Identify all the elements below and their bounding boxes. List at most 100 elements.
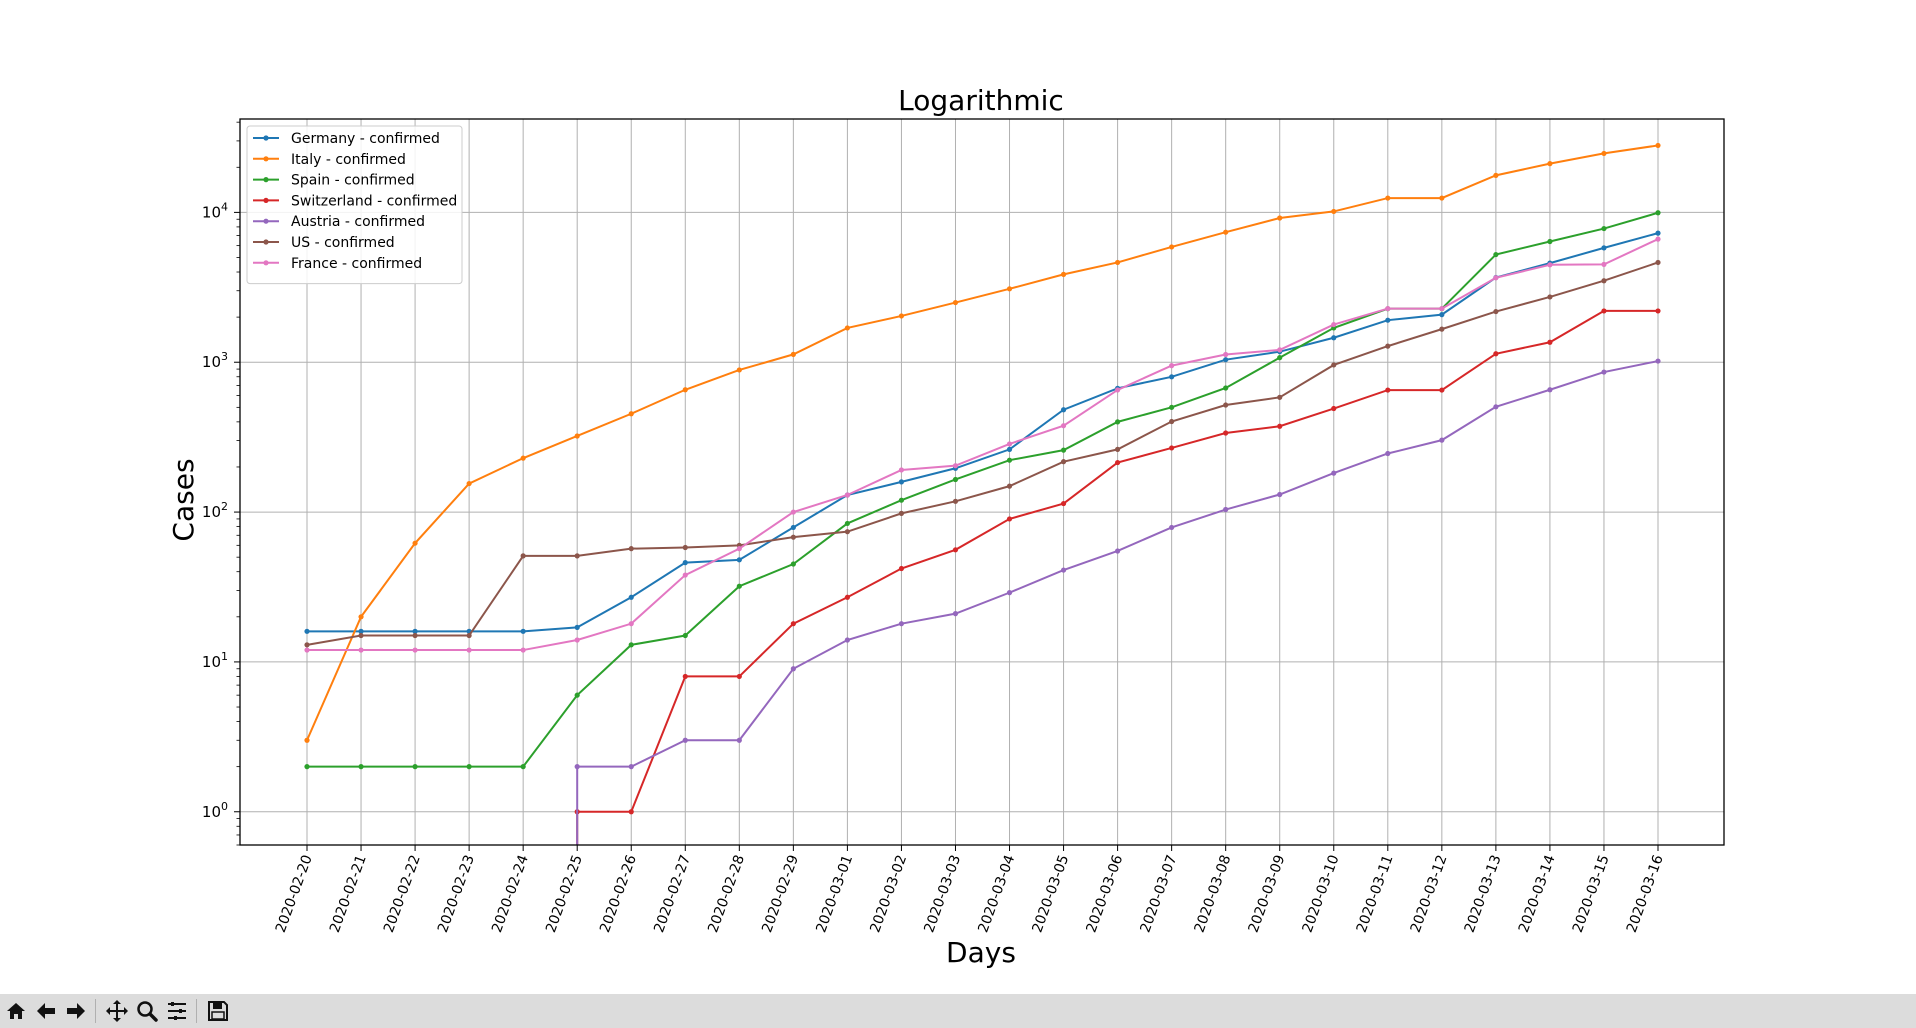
data-point [1385, 450, 1391, 457]
legend-entry: Germany - confirmed [291, 131, 440, 147]
data-point [1493, 275, 1499, 281]
chart-title: Logarithmic [898, 84, 1064, 117]
data-point [1115, 446, 1121, 452]
data-point [682, 673, 688, 680]
data-point [1493, 351, 1499, 357]
data-point [1223, 506, 1229, 513]
data-point [1331, 405, 1337, 412]
data-point [466, 647, 472, 653]
legend-entry: Italy - confirmed [291, 152, 406, 168]
data-point [1493, 172, 1499, 178]
data-point [466, 632, 472, 639]
toolbar-separator [95, 999, 96, 1023]
configure-subplots-button[interactable] [163, 997, 191, 1025]
data-point [1601, 245, 1607, 251]
legend-entry: Spain - confirmed [291, 173, 415, 189]
data-point [1277, 347, 1283, 353]
data-point [466, 764, 472, 770]
y-axis-label: Cases [167, 458, 200, 541]
data-point [304, 642, 310, 648]
data-point [1439, 387, 1445, 393]
data-point [736, 583, 742, 589]
data-point [1655, 259, 1661, 266]
data-point [520, 553, 526, 559]
data-point [1601, 308, 1607, 314]
data-point [628, 594, 634, 600]
data-point [898, 497, 905, 503]
data-point [358, 614, 364, 620]
data-point [844, 325, 851, 331]
data-point [1169, 374, 1175, 380]
pan-button[interactable] [103, 997, 131, 1025]
data-point [1493, 404, 1499, 410]
data-point [574, 764, 580, 770]
back-button[interactable] [32, 997, 60, 1025]
data-point [1223, 402, 1229, 408]
save-icon [208, 1001, 228, 1021]
data-point [304, 628, 310, 634]
data-point [1169, 445, 1175, 451]
save-button[interactable] [204, 997, 232, 1025]
configure-subplots-icon [168, 1002, 186, 1020]
y-tick-label: 100 [202, 800, 228, 821]
data-point [574, 637, 580, 643]
data-point [574, 624, 580, 630]
data-point [844, 529, 851, 535]
home-button[interactable] [2, 997, 30, 1025]
data-point [898, 565, 905, 572]
data-point [358, 632, 364, 639]
y-tick-label: 103 [202, 350, 228, 371]
data-point [790, 534, 796, 540]
data-point [574, 433, 580, 439]
x-axis-label: Days [946, 936, 1016, 969]
forward-arrow-icon [67, 1003, 85, 1019]
data-point [898, 621, 905, 627]
data-point [952, 498, 959, 504]
data-point [1060, 271, 1067, 277]
forward-button[interactable] [62, 997, 90, 1025]
data-point [412, 647, 418, 653]
zoom-button[interactable] [133, 997, 161, 1025]
navigation-toolbar [0, 994, 1916, 1028]
series-us [304, 259, 1661, 648]
y-tick-label: 101 [202, 650, 228, 671]
data-point [1331, 321, 1337, 328]
y-tick-label: 104 [202, 200, 228, 221]
data-point [1439, 312, 1445, 318]
data-point [952, 299, 959, 306]
data-point [628, 621, 634, 627]
data-point [358, 647, 364, 653]
data-point [1385, 343, 1391, 349]
data-point [736, 673, 742, 680]
series-layer [304, 142, 1661, 845]
legend-marker [263, 156, 269, 162]
data-point [1655, 142, 1661, 149]
data-point [1006, 441, 1013, 447]
data-point [1385, 305, 1391, 312]
data-point [1655, 308, 1661, 314]
data-point [1060, 423, 1067, 429]
data-point [1115, 259, 1121, 266]
data-point [1223, 385, 1229, 391]
data-point [952, 463, 959, 469]
data-point [628, 764, 634, 770]
data-point [628, 642, 634, 648]
data-point [1331, 208, 1337, 215]
series-line [576, 360, 1659, 845]
data-point [1385, 317, 1391, 323]
legend-entry: US - confirmed [291, 235, 395, 251]
data-point [520, 628, 526, 634]
data-point [412, 764, 418, 770]
data-point [1655, 230, 1661, 236]
data-point [1547, 262, 1553, 268]
data-point [574, 692, 580, 698]
data-point [1115, 548, 1121, 554]
data-point [1385, 387, 1391, 393]
data-point [1060, 459, 1067, 465]
data-point [790, 524, 796, 531]
data-point [682, 560, 688, 566]
data-point [1439, 437, 1445, 443]
legend-box [246, 125, 463, 285]
data-point [682, 572, 688, 578]
